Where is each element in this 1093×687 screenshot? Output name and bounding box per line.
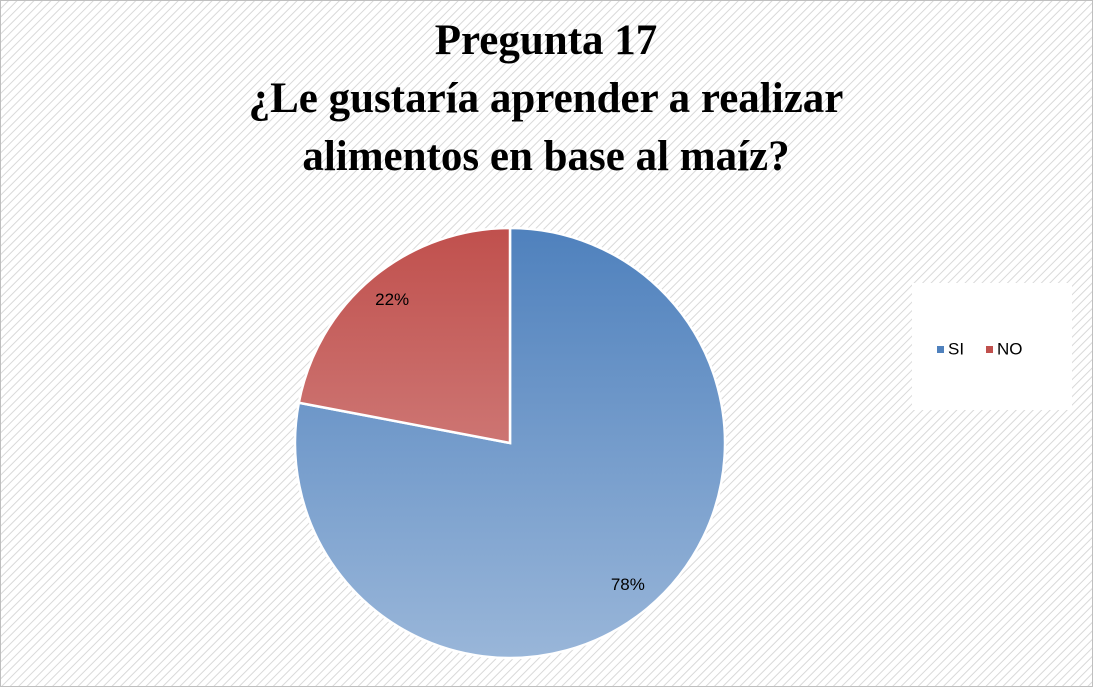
chart-title: Pregunta 17 [435,17,658,64]
chart-title: alimentos en base al maíz? [302,133,789,180]
chart-title: ¿Le gustaría aprender a realizar [249,75,844,122]
data-label: 78% [611,575,645,594]
legend-swatch [986,346,993,353]
data-label: 22% [375,290,409,309]
legend-swatch [937,346,944,353]
pie-slice [297,226,512,445]
legend-label: NO [997,339,1023,358]
legend-label: SI [948,339,964,358]
